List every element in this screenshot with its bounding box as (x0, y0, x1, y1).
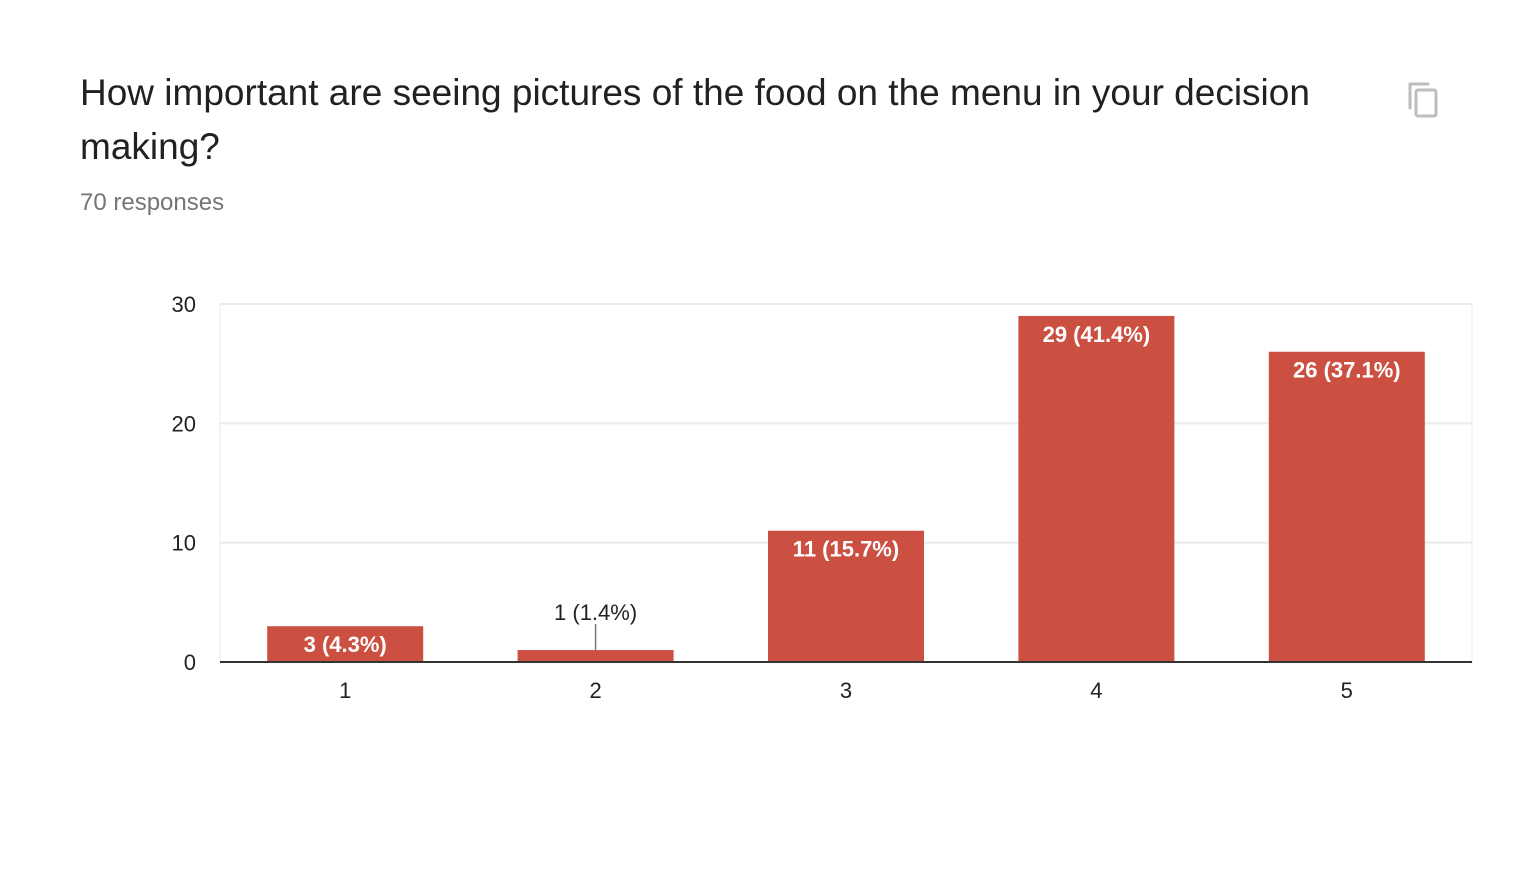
bar (517, 650, 674, 662)
bar (768, 530, 924, 662)
bar (267, 626, 424, 662)
y-tick-label: 20 (172, 411, 196, 436)
bar-data-label: 26 (37.1%) (1293, 358, 1401, 383)
bar-data-label: 3 (4.3%) (304, 632, 387, 657)
bar-data-label: 11 (15.7%) (793, 537, 899, 562)
x-tick-label: 4 (1090, 678, 1102, 703)
x-tick-label: 5 (1341, 678, 1353, 703)
x-tick-label: 3 (840, 678, 852, 703)
y-tick-label: 0 (184, 650, 196, 675)
response-count: 70 responses (80, 189, 225, 216)
question-title: How important are seeing pictures of the… (80, 72, 1310, 167)
bar-data-label: 29 (41.4%) (1043, 322, 1151, 347)
copy-chart-button[interactable] (1398, 74, 1448, 124)
bar (1018, 315, 1175, 662)
bar (1268, 351, 1425, 662)
x-tick-label: 1 (339, 678, 351, 703)
copy-icon (1408, 82, 1438, 118)
x-tick-label: 2 (589, 678, 601, 703)
y-tick-label: 30 (172, 292, 196, 317)
y-tick-label: 10 (172, 531, 196, 556)
bar-data-label: 1 (1.4%) (554, 600, 637, 625)
